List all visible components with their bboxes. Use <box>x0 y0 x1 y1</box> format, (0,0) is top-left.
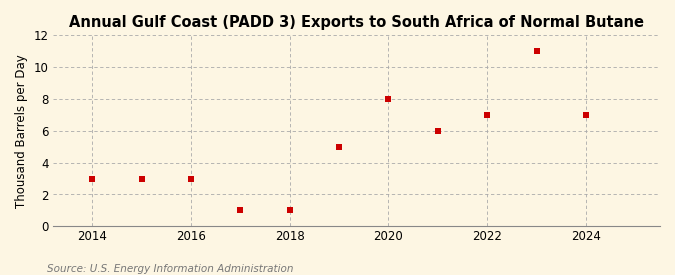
Point <box>383 97 394 101</box>
Point <box>482 113 493 117</box>
Point <box>580 113 591 117</box>
Point <box>333 145 344 149</box>
Point <box>87 176 98 181</box>
Point <box>433 129 443 133</box>
Point <box>531 49 542 53</box>
Point <box>235 208 246 213</box>
Title: Annual Gulf Coast (PADD 3) Exports to South Africa of Normal Butane: Annual Gulf Coast (PADD 3) Exports to So… <box>69 15 644 30</box>
Point <box>136 176 147 181</box>
Point <box>284 208 295 213</box>
Point <box>186 176 196 181</box>
Y-axis label: Thousand Barrels per Day: Thousand Barrels per Day <box>15 54 28 208</box>
Text: Source: U.S. Energy Information Administration: Source: U.S. Energy Information Administ… <box>47 264 294 274</box>
